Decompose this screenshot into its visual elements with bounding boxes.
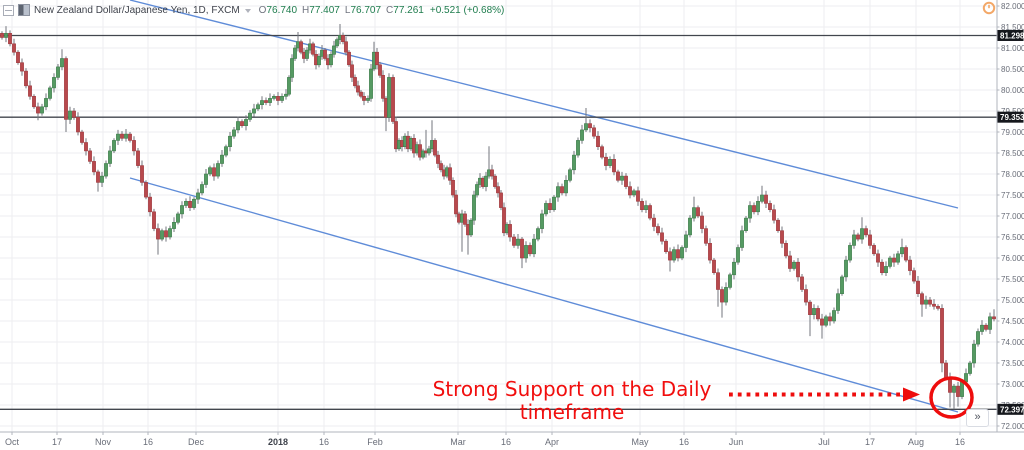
annotation-circle [929,376,974,419]
svg-text:77.000: 77.000 [1001,212,1024,221]
ohlc-value: H77.407 [302,4,340,16]
svg-text:75.000: 75.000 [1001,296,1024,305]
svg-text:Jul: Jul [818,437,830,447]
svg-text:81.298: 81.298 [1000,31,1024,40]
svg-text:Oct: Oct [5,437,20,447]
svg-text:79.500: 79.500 [1001,107,1024,116]
svg-text:81.000: 81.000 [1001,44,1024,53]
legend-collapse-icon[interactable] [3,4,14,16]
annotation-line-1: Strong Support on the Daily [432,377,712,401]
svg-text:72.000: 72.000 [1001,422,1024,431]
candles-layer [0,24,996,410]
svg-text:16: 16 [143,437,153,447]
change-value: +0.521 (+0.68%) [429,4,505,16]
time-axis[interactable] [0,432,997,450]
goto-realtime-button[interactable]: » [966,409,989,427]
svg-text:Feb: Feb [367,437,383,447]
ohlc-values: O76.740 H77.407 L76.707 C77.261 [259,5,429,16]
svg-text:78.000: 78.000 [1001,170,1024,179]
svg-text:72.397: 72.397 [1000,405,1024,414]
svg-text:73.500: 73.500 [1001,359,1024,368]
svg-text:Aug: Aug [908,437,924,447]
svg-text:77.500: 77.500 [1001,191,1024,200]
svg-text:79.353: 79.353 [1000,113,1024,122]
svg-text:16: 16 [679,437,689,447]
svg-text:16: 16 [319,437,329,447]
annotation-shapes [729,376,974,419]
svg-text:76.500: 76.500 [1001,233,1024,242]
svg-text:16: 16 [955,437,965,447]
ohlc-value: C77.261 [386,4,424,16]
svg-text:82.000: 82.000 [1001,2,1024,11]
series-style-icon[interactable] [18,4,30,16]
svg-text:Dec: Dec [188,437,205,447]
svg-text:73.000: 73.000 [1001,380,1024,389]
symbol-title[interactable]: New Zealand Dollar/Japanese Yen, 1D, FXC… [34,4,240,16]
price-level-badge: 79.353 [997,111,1024,123]
ohlc-value: L76.707 [344,4,382,16]
trendlines[interactable] [129,0,959,413]
svg-text:17: 17 [865,437,875,447]
price-level-badge: 72.397 [997,403,1024,415]
price-level-rays[interactable] [0,34,997,410]
svg-text:80.000: 80.000 [1001,86,1024,95]
svg-text:17: 17 [52,437,62,447]
svg-text:76.000: 76.000 [1001,254,1024,263]
svg-text:2018: 2018 [268,437,288,447]
svg-text:75.500: 75.500 [1001,275,1024,284]
svg-text:Nov: Nov [95,437,112,447]
svg-text:74.500: 74.500 [1001,317,1024,326]
symbol-dropdown-caret-icon[interactable] [244,9,251,13]
chart-legend: New Zealand Dollar/Japanese Yen, 1D, FXC… [3,3,504,17]
svg-text:Apr: Apr [545,437,559,447]
grid-lines [0,0,997,432]
svg-text:80.500: 80.500 [1001,65,1024,74]
svg-text:Mar: Mar [450,437,466,447]
support-annotation-text: Strong Support on the Daily timeframe [420,378,724,424]
ohlc-value: O76.740 [258,4,298,16]
svg-text:Jun: Jun [729,437,744,447]
svg-text:16: 16 [501,437,511,447]
price-axis[interactable] [997,0,1024,450]
annotation-line-2: timeframe [519,400,625,424]
svg-text:78.500: 78.500 [1001,149,1024,158]
price-level-badge: 81.298 [997,29,1024,41]
svg-text:81.500: 81.500 [1001,23,1024,32]
svg-text:May: May [631,437,649,447]
annotation-arrowhead [903,387,920,402]
svg-text:79.000: 79.000 [1001,128,1024,137]
svg-text:74.000: 74.000 [1001,338,1024,347]
delayed-data-icon[interactable] [982,1,996,15]
